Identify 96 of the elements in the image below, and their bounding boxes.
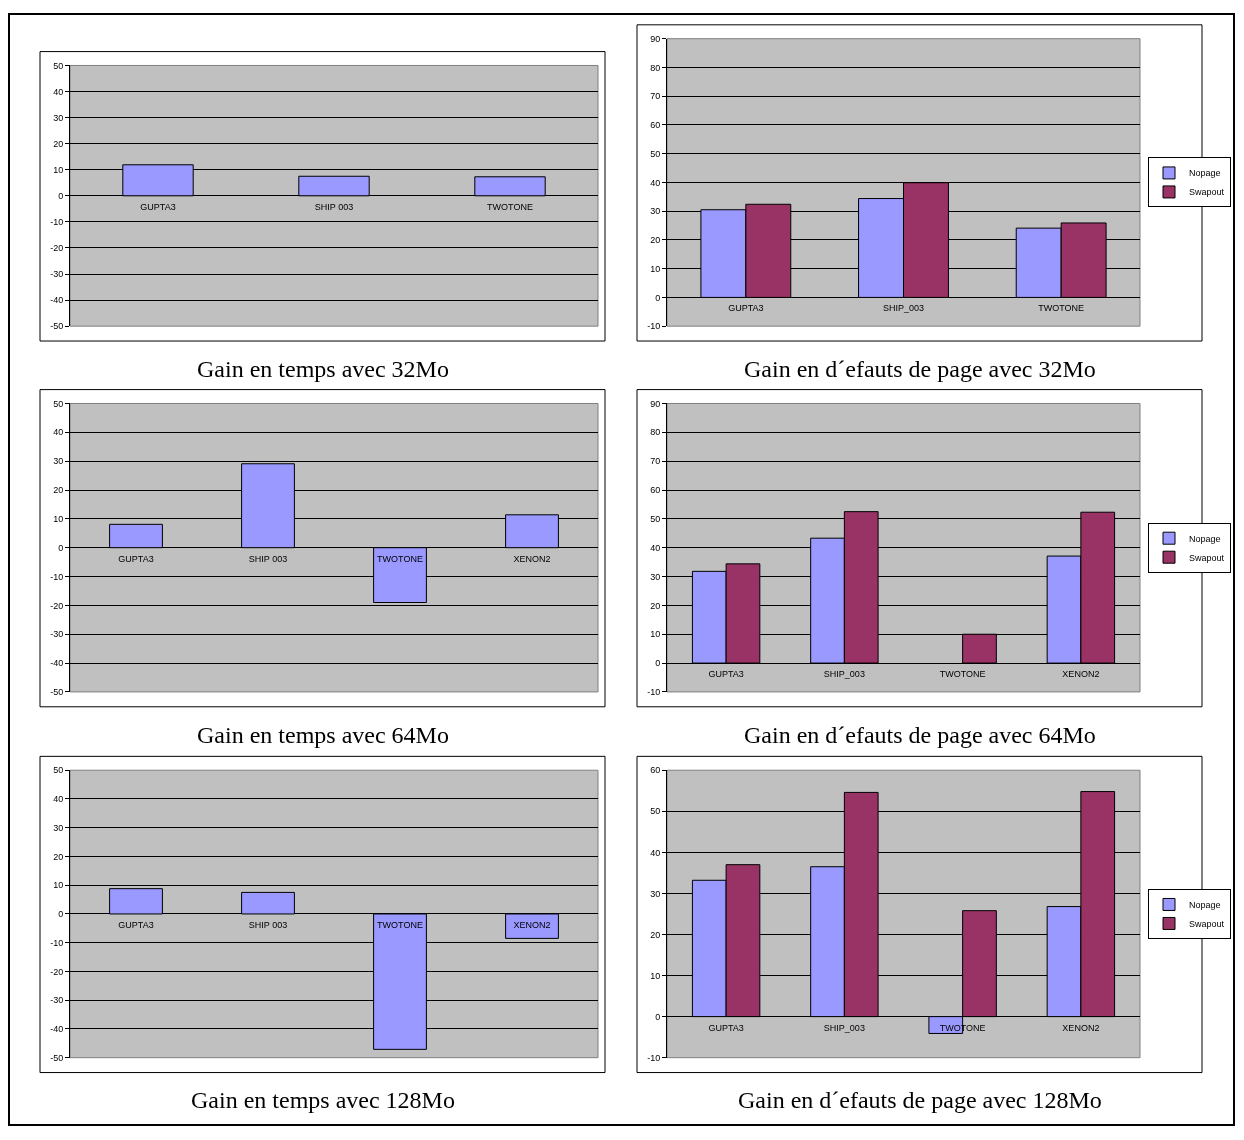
x-tick-label: TWOTONE [377, 919, 423, 930]
y-tick-label: 60 [650, 485, 661, 496]
x-tick-label: XENON2 [1062, 669, 1100, 680]
y-tick-label: 40 [650, 847, 661, 858]
y-tick-label: 80 [650, 62, 661, 73]
y-tick-label: -20 [50, 966, 64, 977]
y-tick-label: -40 [50, 658, 64, 669]
y-tick-label: 50 [650, 514, 661, 524]
x-tick-label: GUPTA3 [708, 1022, 744, 1033]
y-tick-label: 20 [53, 138, 64, 149]
x-tick-label: TWOTONE [377, 553, 423, 564]
y-tick-label: 30 [53, 822, 64, 833]
y-tick-label: 40 [53, 794, 64, 805]
y-tick-label: 40 [53, 427, 64, 438]
y-tick-label: 30 [53, 456, 64, 467]
y-tick-label: 30 [650, 888, 661, 899]
y-tick-label: 0 [58, 190, 64, 201]
x-tick-label: XENON2 [513, 553, 551, 564]
x-tick-label: GUPTA3 [708, 669, 744, 680]
y-tick-label: 0 [58, 542, 64, 553]
y-tick-label: 10 [650, 263, 661, 274]
y-tick-label: 20 [53, 485, 64, 496]
y-tick-label: -20 [50, 243, 64, 254]
y-tick-label: 10 [53, 514, 64, 524]
x-tick-label: GUPTA3 [118, 553, 154, 564]
x-tick-label: GUPTA3 [140, 201, 176, 212]
y-tick-label: -10 [647, 1052, 661, 1063]
legend-label: Nopage [1189, 533, 1221, 544]
y-tick-label: -10 [50, 571, 64, 582]
y-tick-label: 90 [650, 33, 661, 44]
y-tick-label: 0 [58, 909, 64, 920]
y-tick-label: -50 [50, 321, 64, 332]
y-tick-label: 50 [53, 60, 64, 71]
x-tick-label: SHIP 003 [314, 201, 354, 212]
y-tick-label: 0 [655, 658, 661, 669]
y-tick-label: 20 [650, 929, 661, 940]
text: Gain en temps avec 64Mo [197, 722, 449, 748]
y-tick-label: 10 [53, 164, 64, 175]
legend-label: Nopage [1189, 899, 1221, 910]
x-tick-label: SHIP_003 [882, 303, 925, 314]
x-tick-label: SHIP 003 [248, 919, 288, 930]
text: Gain en d´efauts de page avec 32Mo [744, 356, 1096, 382]
y-tick-label: -40 [50, 295, 64, 306]
y-tick-label: 10 [650, 629, 661, 640]
y-tick-label: -40 [50, 1024, 64, 1035]
y-tick-label: 50 [53, 765, 64, 776]
y-tick-label: 60 [650, 120, 661, 131]
text: Gain en temps avec 32Mo [197, 356, 449, 382]
y-tick-label: 80 [650, 427, 661, 438]
legend-label: Swapout [1189, 552, 1225, 563]
y-tick-label: 60 [650, 765, 661, 776]
y-tick-label: 70 [650, 91, 661, 102]
y-tick-label: -10 [647, 687, 661, 698]
x-tick-label: TWOTONE [487, 201, 533, 212]
y-tick-label: 10 [53, 880, 64, 891]
y-tick-label: -20 [50, 600, 64, 611]
y-tick-label: 40 [53, 86, 64, 97]
y-tick-label: -10 [647, 321, 661, 332]
y-tick-label: 70 [650, 456, 661, 467]
legend-label: Nopage [1189, 168, 1221, 179]
text: Gain en d´efauts de page avec 128Mo [738, 1087, 1102, 1113]
x-tick-label: GUPTA3 [118, 919, 154, 930]
y-tick-label: 30 [650, 571, 661, 582]
x-tick-label: XENON2 [513, 919, 551, 930]
y-tick-label: 0 [655, 1011, 661, 1022]
text: Gain en d´efauts de page avec 64Mo [744, 722, 1096, 748]
legend-label: Swapout [1189, 918, 1225, 929]
y-tick-label: 0 [655, 292, 661, 303]
x-tick-label: TWOTONE [939, 669, 986, 680]
x-tick-label: SHIP_003 [823, 669, 865, 680]
x-tick-label: GUPTA3 [728, 303, 764, 314]
y-tick-label: 30 [53, 112, 64, 123]
y-tick-label: 20 [650, 235, 661, 246]
y-tick-label: 40 [650, 542, 661, 553]
y-tick-label: -50 [50, 687, 64, 698]
x-tick-label: SHIP_003 [823, 1022, 865, 1033]
x-tick-label: TWOTONE [1038, 303, 1085, 314]
y-tick-label: -10 [50, 937, 64, 948]
y-tick-label: 10 [650, 970, 661, 981]
text: Gain en temps avec 128Mo [191, 1087, 455, 1113]
y-tick-label: 20 [650, 600, 661, 611]
y-tick-label: -30 [50, 269, 64, 280]
y-tick-label: 40 [650, 177, 661, 188]
y-tick-label: 30 [650, 206, 661, 217]
x-tick-label: SHIP 003 [248, 553, 288, 564]
y-tick-label: 20 [53, 851, 64, 862]
y-tick-label: 50 [650, 806, 661, 817]
y-tick-label: 50 [53, 398, 64, 409]
y-tick-label: -10 [50, 217, 64, 228]
legend-label: Swapout [1189, 187, 1225, 198]
y-tick-label: -30 [50, 629, 64, 640]
x-tick-label: XENON2 [1062, 1022, 1100, 1033]
y-tick-label: 50 [650, 148, 661, 159]
y-tick-label: 90 [650, 398, 661, 409]
y-tick-label: -50 [50, 1052, 64, 1063]
y-tick-label: -30 [50, 995, 64, 1006]
